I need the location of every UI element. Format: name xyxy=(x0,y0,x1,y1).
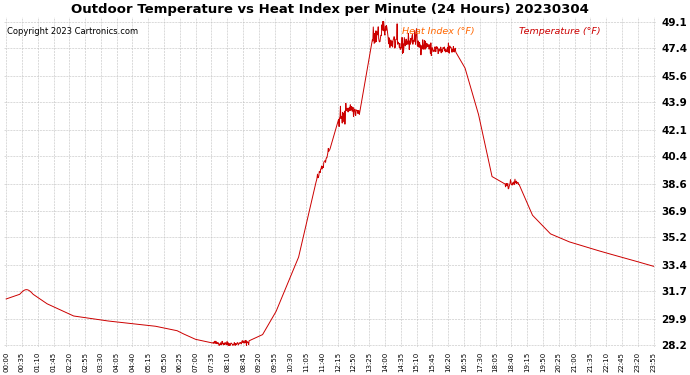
Text: Temperature (°F): Temperature (°F) xyxy=(520,27,601,36)
Text: Copyright 2023 Cartronics.com: Copyright 2023 Cartronics.com xyxy=(7,27,138,36)
Title: Outdoor Temperature vs Heat Index per Minute (24 Hours) 20230304: Outdoor Temperature vs Heat Index per Mi… xyxy=(71,3,589,16)
Text: Heat Index (°F): Heat Index (°F) xyxy=(402,27,475,36)
